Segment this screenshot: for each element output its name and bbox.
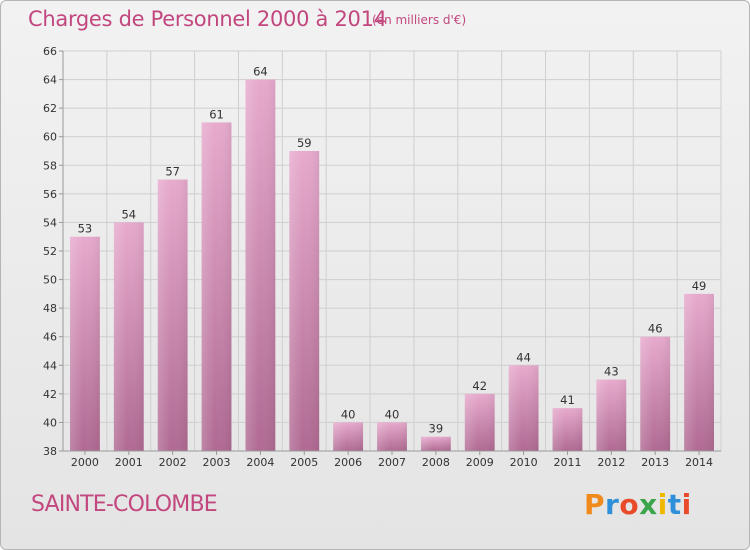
x-tick-label: 2004	[246, 456, 274, 469]
bar-shine	[289, 151, 320, 451]
data-label: 57	[165, 165, 180, 179]
chart-title: Charges de Personnel 2000 à 2014	[28, 7, 387, 31]
chart-subtitle: (en milliers d'€)	[372, 13, 467, 27]
data-label: 59	[297, 136, 312, 150]
data-label: 61	[209, 107, 224, 121]
bar-shine	[333, 422, 364, 451]
y-tick-label: 38	[43, 445, 57, 458]
bar-shine	[552, 408, 583, 451]
x-tick-label: 2007	[378, 456, 406, 469]
y-tick-label: 42	[43, 388, 57, 401]
x-tick-label: 2001	[115, 456, 143, 469]
bar-shine	[640, 336, 671, 451]
y-tick-label: 64	[43, 74, 57, 87]
data-label: 42	[472, 379, 487, 393]
y-tick-label: 66	[43, 45, 57, 58]
logo-letter: x	[639, 488, 658, 521]
bar-shine	[201, 122, 232, 451]
bar-shine	[508, 365, 539, 451]
data-label: 43	[604, 365, 619, 379]
commune-name: SAINTE-COLOMBE	[31, 492, 218, 517]
bar-shine	[157, 179, 188, 452]
x-tick-label: 2013	[641, 456, 669, 469]
x-tick-label: 2014	[685, 456, 713, 469]
y-tick-label: 50	[43, 274, 57, 287]
bar-shine	[70, 236, 100, 451]
data-label: 49	[692, 279, 707, 293]
x-tick-label: 2012	[597, 456, 625, 469]
data-label: 41	[560, 393, 575, 407]
x-tick-label: 2011	[553, 456, 581, 469]
bar-shine	[596, 379, 627, 451]
bar-shine	[684, 293, 714, 451]
bar-shine	[113, 222, 144, 451]
x-tick-label: 2008	[422, 456, 450, 469]
x-tick-label: 2010	[510, 456, 538, 469]
data-label: 53	[78, 222, 93, 236]
logo-letter: P	[584, 488, 606, 521]
bar-shine	[420, 436, 451, 451]
y-tick-label: 48	[43, 302, 57, 315]
axes	[59, 50, 721, 455]
data-label: 64	[253, 65, 268, 79]
y-tick-label: 44	[43, 359, 57, 372]
y-tick-label: 40	[43, 416, 57, 429]
y-tick-label: 54	[43, 216, 57, 229]
x-tick-label: 2005	[290, 456, 318, 469]
x-tick-label: 2002	[159, 456, 187, 469]
logo-letter: o	[619, 488, 640, 521]
logo-letter: i	[681, 488, 692, 521]
y-tick-label: 52	[43, 245, 57, 258]
bar-shine	[377, 422, 407, 451]
bars	[70, 79, 714, 452]
bar-shine	[464, 393, 495, 451]
data-label: 54	[121, 207, 136, 221]
x-tick-label: 2006	[334, 456, 362, 469]
bar-shine	[245, 79, 276, 452]
data-label: 40	[385, 407, 400, 421]
logo-letter: i	[657, 488, 668, 521]
x-tick-label: 2000	[71, 456, 99, 469]
y-tick-label: 58	[43, 159, 57, 172]
y-tick-label: 60	[43, 131, 57, 144]
y-tick-label: 62	[43, 102, 57, 115]
data-label: 39	[429, 422, 444, 436]
logo-letter: t	[667, 488, 682, 521]
data-label: 46	[648, 322, 663, 336]
proxiti-logo[interactable]: Proxiti	[584, 488, 692, 521]
y-tick-label: 56	[43, 188, 57, 201]
data-label: 40	[341, 407, 356, 421]
logo-letter: r	[605, 488, 620, 521]
data-label: 44	[516, 350, 531, 364]
labels: 38 40 42 44 46 48 50 52 54 56 58 60 62 64 66 53 2000 54 20…	[43, 45, 713, 469]
y-tick-label: 46	[43, 331, 57, 344]
x-tick-label: 2009	[466, 456, 494, 469]
x-tick-label: 2003	[203, 456, 231, 469]
